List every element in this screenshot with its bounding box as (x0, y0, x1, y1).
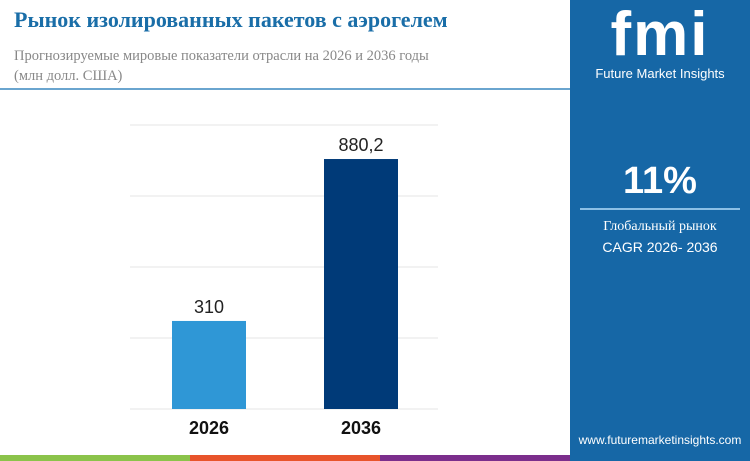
strip-purple (380, 455, 570, 461)
cagr-period: CAGR 2026- 2036 (602, 239, 718, 255)
x-tick-label: 2026 (189, 418, 229, 438)
unit-label: (млн долл. США) (14, 68, 123, 84)
bar-chart: 310 2026 880,2 2036 (130, 124, 438, 438)
website-link[interactable]: www.futuremarketinsights.com (578, 433, 742, 447)
data-label: 310 (194, 297, 224, 317)
x-tick-label: 2036 (341, 418, 381, 438)
subtitle: Прогнозируемые мировые показатели отрасл… (14, 46, 429, 86)
divider (0, 88, 570, 90)
subtitle-text: Прогнозируемые мировые показатели отрасл… (14, 48, 429, 64)
sidebar: fmi Future Market Insights 11% Глобальны… (570, 0, 750, 461)
strip-orange (190, 455, 380, 461)
data-label: 880,2 (338, 135, 383, 155)
bar-2036 (324, 159, 398, 409)
cagr-divider (580, 208, 740, 210)
strip-green (0, 455, 190, 461)
logo-caption: Future Market Insights (595, 66, 725, 81)
bar-2026 (172, 320, 246, 409)
fmi-logo: fmi (610, 0, 710, 69)
page-title: Рынок изолированных пакетов с аэрогелем (14, 7, 448, 32)
cagr-label: Глобальный рынок (603, 219, 717, 234)
cagr-value: 11% (623, 160, 697, 202)
